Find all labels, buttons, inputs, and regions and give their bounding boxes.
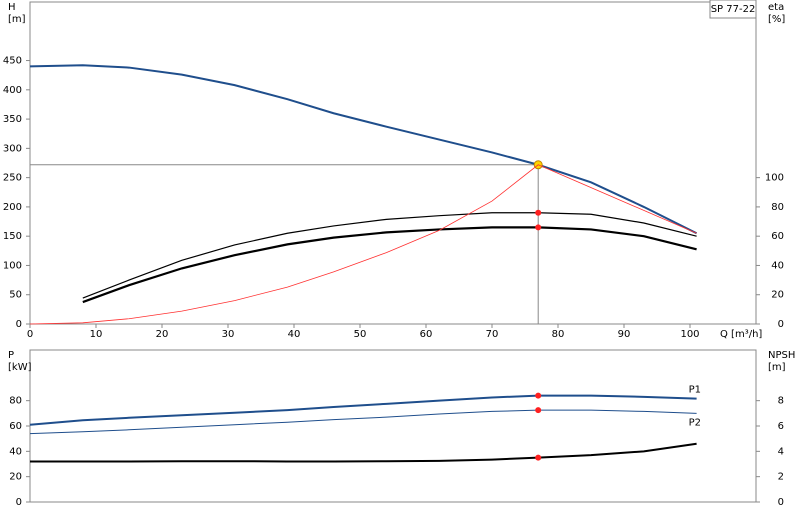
y-tick-label: 150 [3,231,22,242]
y2-tick-label: 6 [778,421,784,432]
legend-box [709,0,757,19]
y2-tick-label: 0 [778,319,784,330]
y2-tick-label: 80 [771,202,784,213]
y-tick-label: 50 [9,290,22,301]
y-tick-label: 0 [16,497,22,508]
y2-tick-label: 60 [771,231,784,242]
y2-tick-label: 100 [765,173,784,184]
operating-point [535,407,542,414]
y-tick-label: 300 [3,143,22,154]
series-label: P2 [689,417,701,428]
plot-frame [29,349,757,503]
x-tick-label: 60 [420,329,433,340]
series-label: P1 [689,385,701,396]
y-tick-label: 400 [3,85,22,96]
y-axis-unit: [kW] [8,362,32,373]
y-tick-label: 250 [3,173,22,184]
series-line [82,226,697,304]
series-line [29,64,698,235]
series-line [29,409,697,435]
y2-tick-label: 0 [778,497,784,508]
y2-axis-label: eta [768,2,784,13]
y2-tick-label: 2 [778,472,784,483]
y-axis-label: P [8,350,14,361]
operating-point [535,454,542,461]
y-tick-label: 100 [3,260,22,271]
series-line [29,164,697,325]
y-tick-label: 350 [3,114,22,125]
y-tick-label: 200 [3,202,22,213]
x-tick-label: 80 [552,329,565,340]
y-tick-label: 60 [9,421,22,432]
operating-point [535,392,542,399]
operating-point [535,209,542,216]
y-tick-label: 450 [3,56,22,67]
x-axis-label: Q [m³/h] [720,329,762,340]
y2-axis-unit: [m] [768,362,786,373]
x-tick-label: 50 [354,329,367,340]
plot-frame [29,1,757,325]
series-line [30,442,697,463]
x-tick-label: 70 [486,329,499,340]
y-axis-unit: [m] [8,14,26,25]
y-tick-label: 20 [9,472,22,483]
y-tick-label: 40 [9,446,22,457]
series-line [82,212,697,299]
y2-axis-unit: [%] [768,14,785,25]
series-line [29,394,697,426]
y-axis-label: H [8,2,16,13]
x-tick-label: 0 [27,329,33,340]
x-tick-label: 20 [156,329,169,340]
y-tick-label: 80 [9,396,22,407]
x-tick-label: 40 [288,329,301,340]
operating-point [535,224,542,231]
y2-tick-label: 8 [778,396,784,407]
y2-tick-label: 40 [771,260,784,271]
x-tick-label: 30 [222,329,235,340]
y2-axis-label: NPSH [768,350,795,361]
x-tick-label: 90 [618,329,631,340]
x-tick-label: 100 [680,329,699,340]
y2-tick-label: 4 [778,446,784,457]
x-tick-label: 10 [90,329,103,340]
legend-text: SP 77-22 [711,4,756,15]
y2-tick-label: 20 [771,290,784,301]
y-tick-label: 0 [16,319,22,330]
